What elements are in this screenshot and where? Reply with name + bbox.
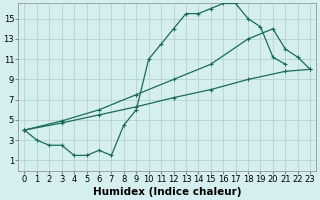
X-axis label: Humidex (Indice chaleur): Humidex (Indice chaleur) [93,187,242,197]
